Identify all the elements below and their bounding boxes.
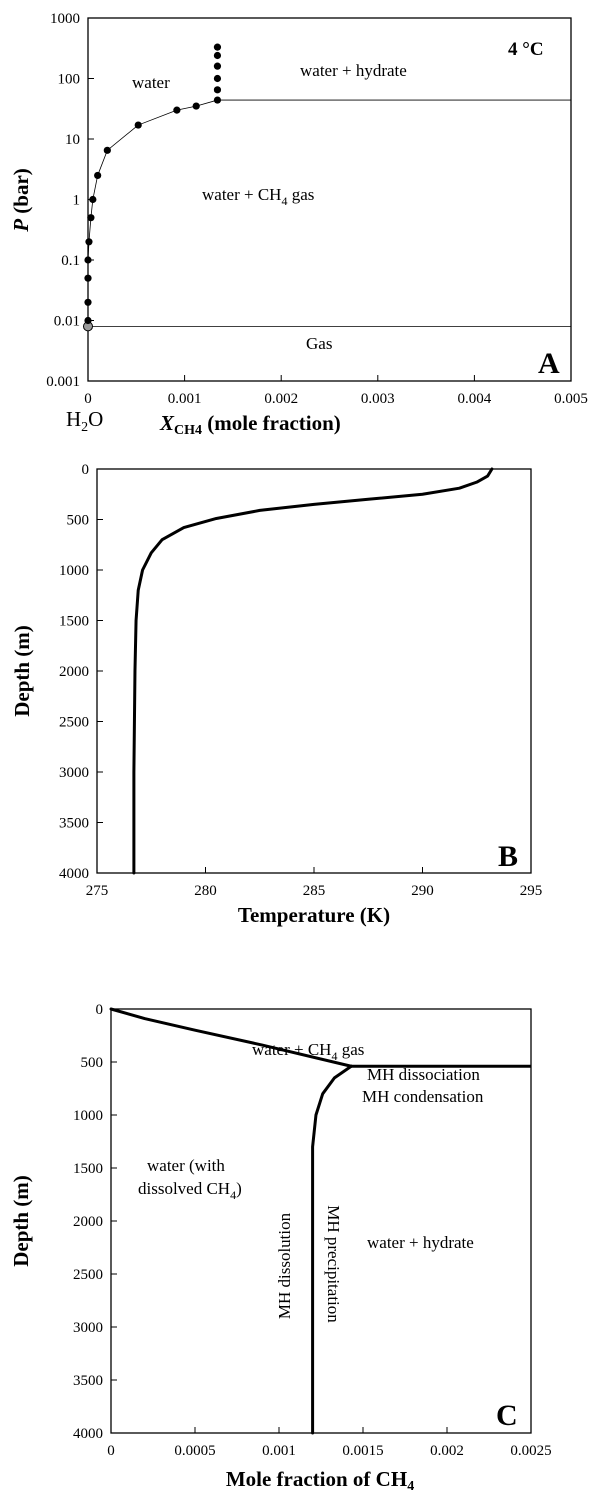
data-point — [87, 214, 95, 222]
region-water-label: water — [132, 73, 170, 92]
x-tick-label: 0.002 — [430, 1443, 464, 1459]
y-ticks-c: 0 500 1000 1500 2000 2500 3000 3500 4000 — [73, 1002, 117, 1442]
y-tick-label: 100 — [58, 72, 81, 88]
x-tick-label: 280 — [194, 883, 217, 899]
data-point — [84, 256, 92, 264]
y-tick-label: 0 — [82, 462, 90, 478]
hydrate-solubility-line — [311, 1064, 353, 1435]
y-tick-label: 2500 — [73, 1267, 103, 1283]
x-tick-label: 0.001 — [262, 1443, 296, 1459]
x-tick-label: 0 — [107, 1443, 115, 1459]
y-tick-label: 10 — [65, 132, 80, 148]
mh-condensation-label: MH condensation — [362, 1087, 484, 1106]
region-water-dissolved-line1: water (with — [147, 1156, 225, 1175]
solubility-curve-a — [87, 99, 218, 327]
temperature-annotation: 4 °C — [508, 39, 544, 60]
y-tick-label: 0.1 — [61, 253, 80, 269]
data-point — [192, 102, 200, 110]
mh-precipitation-label: MH precipitation — [324, 1205, 343, 1323]
y-axis-title-c: Depth (m) — [9, 1175, 33, 1267]
x-tick-label: 0.0015 — [342, 1443, 383, 1459]
x-tick-label: 0.004 — [458, 391, 492, 407]
x-tick-label: 0.005 — [554, 391, 588, 407]
y-tick-label: 1000 — [73, 1108, 103, 1124]
origin-h2o-label: H2O — [66, 407, 103, 435]
panel-c: 0 0.0005 0.001 0.0015 0.002 0.0025 0 500 1000 15… — [9, 1002, 552, 1492]
x-tick-label: 295 — [520, 883, 543, 899]
region-gas-label: Gas — [306, 334, 332, 353]
data-point — [213, 62, 222, 70]
y-tick-label: 3500 — [59, 816, 89, 832]
y-tick-label: 500 — [81, 1055, 104, 1071]
x-tick-label: 285 — [303, 883, 326, 899]
y-tick-label: 3500 — [73, 1373, 103, 1389]
y-tick-label: 3000 — [59, 765, 89, 781]
y-tick-label: 2000 — [73, 1214, 103, 1230]
data-point — [84, 316, 92, 325]
x-ticks-c: 0 0.0005 0.001 0.0015 0.002 0.0025 — [107, 1427, 552, 1459]
data-point — [213, 43, 222, 51]
temperature-profile-line — [132, 467, 494, 875]
plot-frame-b — [96, 468, 532, 874]
x-ticks-b: 275 280 285 290 295 — [86, 867, 543, 899]
y-axis-title-b: Depth (m) — [10, 625, 34, 717]
y-tick-label: 1500 — [59, 614, 89, 630]
y-tick-label: 1000 — [50, 11, 80, 27]
data-point — [213, 51, 222, 60]
data-point — [213, 96, 222, 104]
x-tick-label: 0.0005 — [174, 1443, 215, 1459]
y-tick-label: 2500 — [59, 715, 89, 731]
data-point — [173, 106, 181, 114]
x-ticks-a: 0 0.001 0.002 0.003 0.004 0.005 — [84, 375, 588, 407]
data-point — [85, 238, 93, 246]
y-tick-label: 0 — [96, 1002, 104, 1018]
x-axis-title-b: Temperature (K) — [238, 903, 390, 927]
y-ticks-b: 0 500 1000 1500 2000 2500 3000 3500 4000 — [59, 462, 103, 882]
mh-dissolution-label: MH dissolution — [275, 1212, 294, 1319]
y-tick-label: 4000 — [73, 1426, 103, 1442]
panel-b: 275 280 285 290 295 0 500 1000 1500 2000 2500 3000… — [10, 462, 542, 927]
y-tick-label: 4000 — [59, 866, 89, 882]
data-point — [84, 274, 92, 282]
region-water-gas-label-c: water + CH4 gas — [252, 1040, 364, 1063]
region-water-gas-label: water + CH4 gas — [202, 185, 314, 208]
data-point — [213, 86, 222, 94]
y-axis-title-a: P (bar) — [9, 168, 33, 233]
gas-solubility-line — [109, 1007, 353, 1068]
data-points-a — [83, 43, 222, 332]
x-tick-label: 0 — [84, 391, 92, 407]
data-point — [89, 195, 97, 204]
y-tick-label: 1 — [73, 193, 81, 209]
data-point — [134, 121, 142, 129]
y-tick-label: 3000 — [73, 1320, 103, 1336]
x-axis-title-c: Mole fraction of CH4 — [226, 1467, 414, 1492]
panel-label-c: C — [496, 1399, 518, 1432]
panel-label-b: B — [498, 840, 518, 873]
x-tick-label: 0.003 — [361, 391, 395, 407]
region-water-hydrate-label: water + hydrate — [300, 61, 407, 80]
y-tick-label: 1000 — [59, 563, 89, 579]
y-tick-label: 2000 — [59, 664, 89, 680]
panel-a: 0 0.001 0.002 0.003 0.004 0.005 0.0010.010.11… — [9, 11, 588, 438]
y-tick-label: 0.001 — [46, 374, 80, 390]
region-water-hydrate-label-c: water + hydrate — [367, 1233, 474, 1252]
y-tick-label: 500 — [67, 513, 90, 529]
x-tick-label: 290 — [411, 883, 434, 899]
y-tick-label: 1500 — [73, 1161, 103, 1177]
x-tick-label: 0.001 — [168, 391, 202, 407]
panel-label-a: A — [538, 347, 560, 380]
data-point — [213, 74, 222, 83]
x-axis-title-a: XCH4 (mole fraction) — [159, 411, 341, 438]
x-tick-label: 275 — [86, 883, 109, 899]
data-point — [84, 298, 92, 306]
region-water-dissolved-line2: dissolved CH4) — [138, 1179, 242, 1202]
mh-dissociation-label: MH dissociation — [367, 1065, 480, 1084]
x-tick-label: 0.002 — [264, 391, 298, 407]
x-tick-label: 0.0025 — [510, 1443, 551, 1459]
y-tick-label: 0.01 — [54, 314, 80, 330]
data-point — [94, 171, 102, 180]
data-point — [103, 146, 111, 154]
y-ticks-a: 0.001 0.01 0.1 1 10 100 1000 — [46, 11, 94, 390]
